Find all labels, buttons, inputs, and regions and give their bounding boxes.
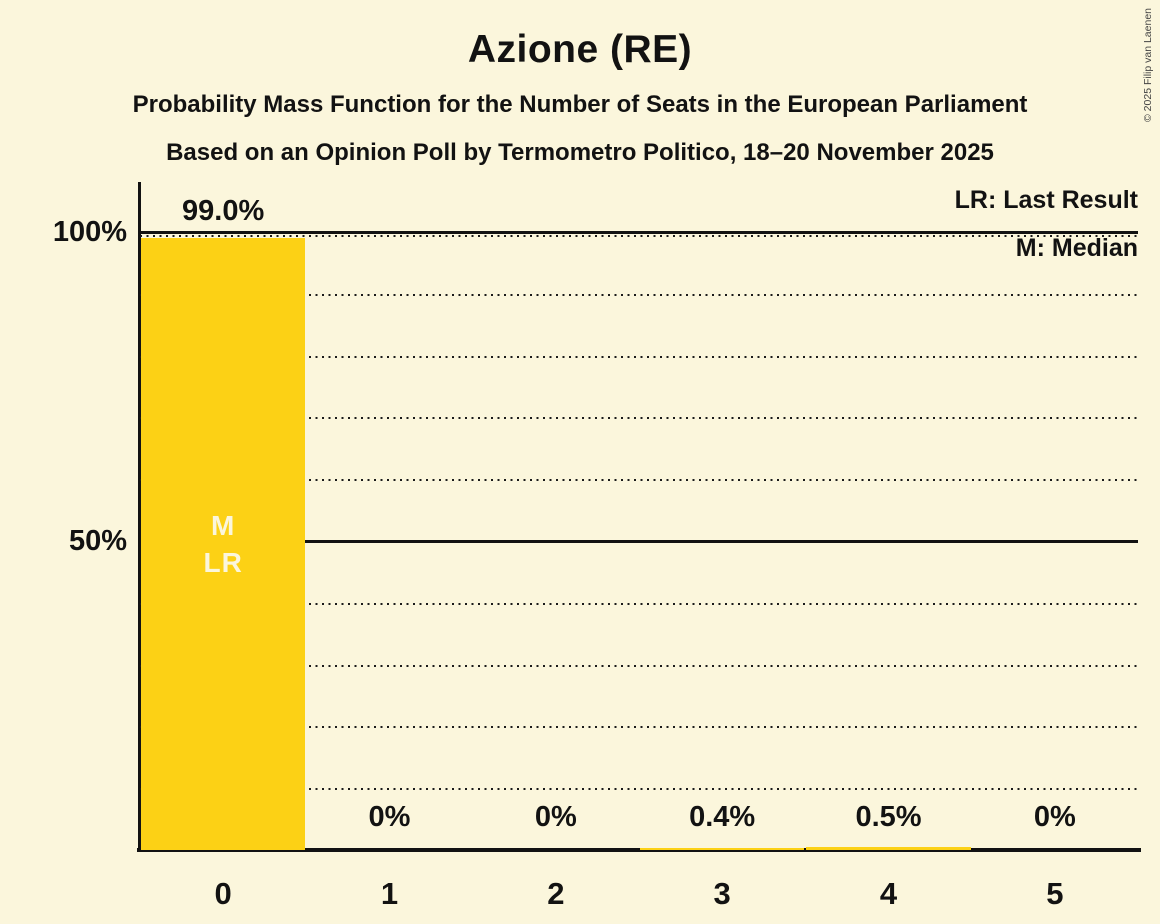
chart-subtitle-line1: Probability Mass Function for the Number… bbox=[132, 91, 1028, 118]
x-tick-label-0: 0 bbox=[214, 876, 232, 911]
gridline-dotted-20 bbox=[140, 726, 1138, 729]
value-label-seat-2: 0% bbox=[534, 801, 577, 833]
gridline-dotted-100 bbox=[140, 235, 1138, 237]
bar-seat-0 bbox=[141, 238, 306, 850]
x-tick-label-2: 2 bbox=[547, 876, 565, 911]
bar-annotation-line: M bbox=[211, 510, 236, 542]
gridline-dotted-70 bbox=[140, 417, 1138, 420]
bar-seat-3 bbox=[640, 847, 805, 850]
gridline-dotted-90 bbox=[140, 293, 1138, 296]
value-label-seat-3: 0.4% bbox=[689, 801, 756, 833]
bar-seat-4 bbox=[806, 846, 971, 850]
value-label-seat-4: 0.5% bbox=[855, 801, 922, 833]
y-axis-line bbox=[138, 182, 141, 850]
copyright-notice: © 2025 Filip van Laenen bbox=[1142, 8, 1154, 122]
x-tick-label-5: 5 bbox=[1046, 876, 1064, 911]
chart-subtitle-line2: Based on an Opinion Poll by Termometro P… bbox=[166, 139, 994, 166]
chart-title: Azione (RE) bbox=[467, 28, 693, 71]
bar-annotation-line: LR bbox=[203, 547, 243, 579]
y-tick-label-50: 50% bbox=[68, 525, 127, 557]
gridline-dotted-10 bbox=[140, 788, 1138, 791]
x-axis-line bbox=[137, 848, 1141, 852]
bar-annotation-seat-0: M LR bbox=[140, 238, 306, 850]
x-tick-label-4: 4 bbox=[879, 876, 898, 911]
y-tick-label-100: 100% bbox=[52, 216, 127, 248]
gridline-dotted-30 bbox=[140, 664, 1138, 667]
value-label-seat-1: 0% bbox=[368, 801, 411, 833]
gridline-dotted-60 bbox=[140, 479, 1138, 482]
legend-last-result: LR: Last Result bbox=[954, 186, 1138, 214]
x-tick-label-3: 3 bbox=[713, 876, 731, 911]
x-tick-label-1: 1 bbox=[380, 876, 399, 911]
legend-median: M: Median bbox=[1015, 234, 1138, 262]
value-label-seat-5: 0% bbox=[1033, 801, 1076, 833]
value-label-seat-0: 99.0% bbox=[182, 195, 265, 228]
gridline-dotted-80 bbox=[140, 355, 1138, 358]
gridline-solid-50 bbox=[140, 540, 1138, 543]
gridline-dotted-40 bbox=[140, 602, 1138, 605]
gridline-solid-100 bbox=[140, 231, 1138, 234]
